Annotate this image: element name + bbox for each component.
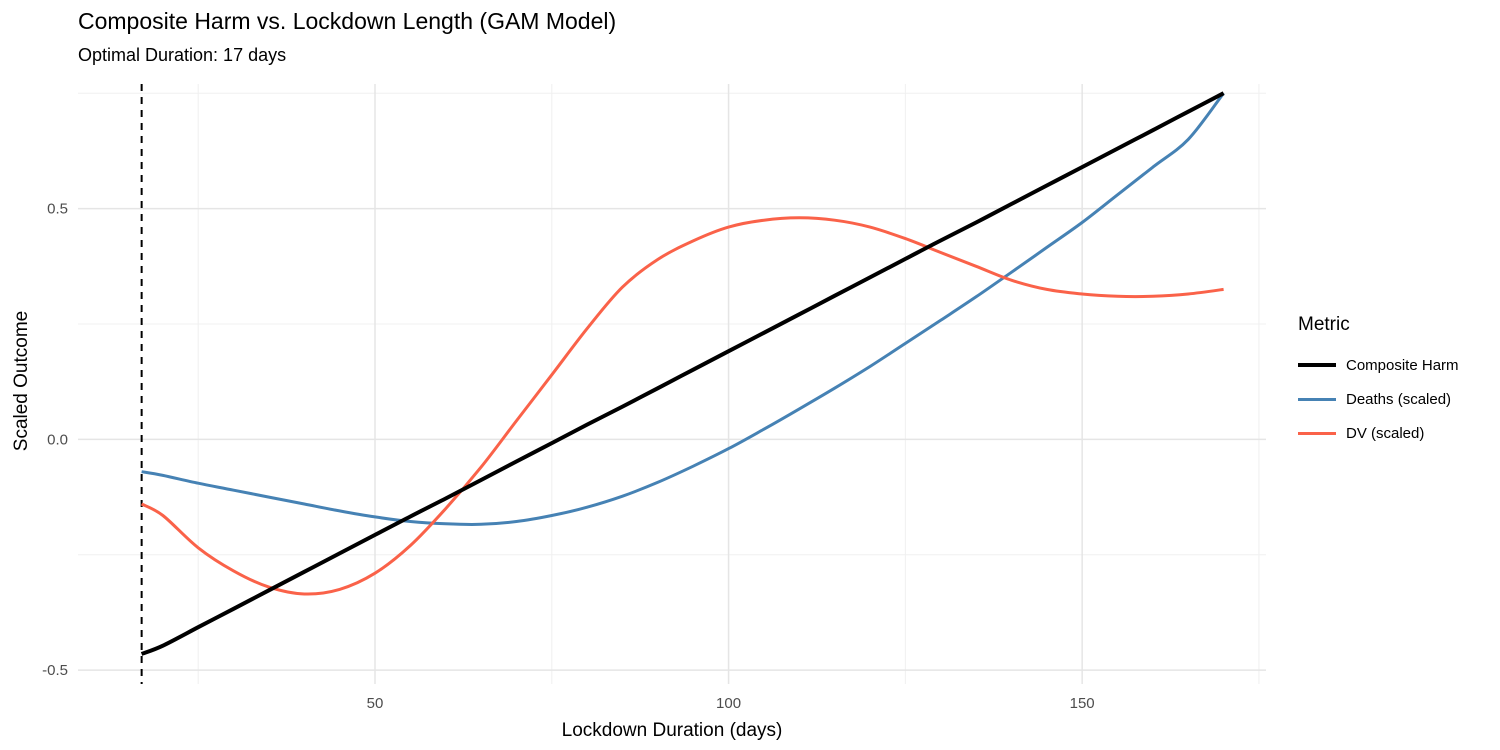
y-axis-title: Scaled Outcome	[11, 311, 32, 451]
x-axis-ticks: 50 100 150	[367, 695, 1095, 712]
legend: Metric Composite Harm Deaths (scaled) DV…	[1298, 314, 1459, 450]
legend-title: Metric	[1298, 314, 1350, 335]
series-line-dv	[140, 216, 1224, 596]
x-tick-label: 150	[1070, 695, 1095, 712]
legend-item-dv: DV (scaled)	[1298, 416, 1459, 450]
y-tick-label: 0.5	[47, 201, 68, 218]
y-axis-ticks: -0.5 0.0 0.5	[42, 201, 68, 680]
series-line-deaths	[141, 92, 1225, 526]
legend-key-composite-harm	[1298, 363, 1336, 367]
legend-label-composite-harm: Composite Harm	[1346, 356, 1459, 374]
legend-label-dv: DV (scaled)	[1346, 424, 1425, 442]
legend-key-deaths	[1298, 397, 1336, 401]
legend-item-composite-harm: Composite Harm	[1298, 348, 1459, 382]
x-axis-title: Lockdown Duration (days)	[562, 720, 783, 741]
legend-item-deaths: Deaths (scaled)	[1298, 382, 1459, 416]
grid-layer	[78, 84, 1266, 684]
legend-key-dv	[1298, 431, 1336, 435]
y-tick-label: -0.5	[42, 662, 68, 679]
chart-title: Composite Harm vs. Lockdown Length (GAM …	[78, 8, 617, 34]
x-tick-label: 100	[716, 695, 741, 712]
legend-label-deaths: Deaths (scaled)	[1346, 390, 1452, 408]
series-line-composite-harm	[140, 91, 1225, 656]
y-tick-label: 0.0	[47, 431, 68, 448]
chart-subtitle: Optimal Duration: 17 days	[78, 45, 287, 65]
series-layer	[140, 91, 1225, 656]
x-tick-label: 50	[367, 695, 384, 712]
